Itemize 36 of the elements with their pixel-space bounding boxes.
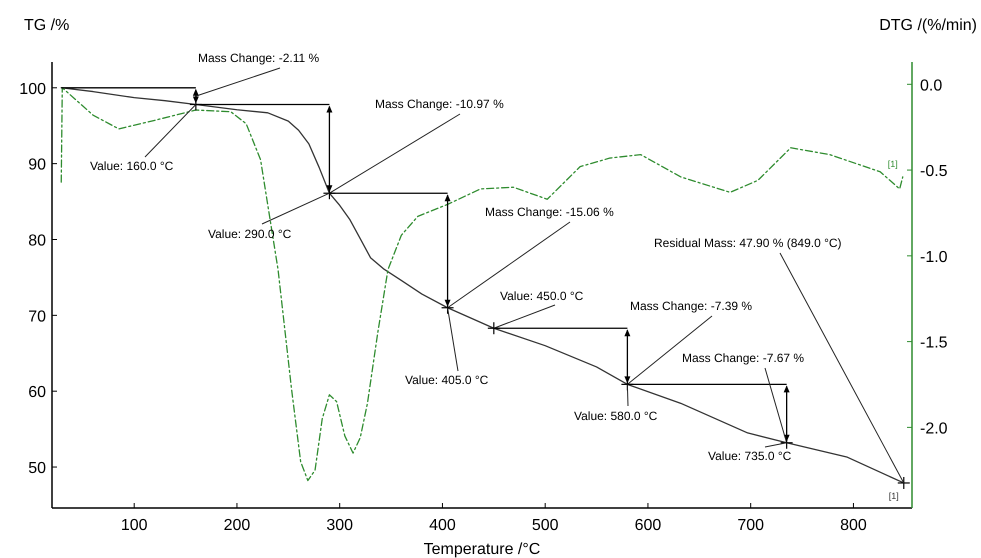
y-tick-label: 50 (28, 460, 46, 478)
x-tick-label: 600 (634, 517, 662, 534)
series-label: [1] (888, 158, 898, 169)
annotation: Value: 290.0 °C (208, 227, 292, 241)
y-tick-label: 60 (28, 384, 46, 402)
annotation: Value: 405.0 °C (405, 373, 489, 387)
y2-tick-label: -2.0 (920, 420, 948, 438)
y-tick-label: 70 (28, 308, 46, 326)
y2-tick-label: -1.0 (920, 248, 948, 266)
y2-axis-title: DTG /(%/min) (879, 17, 977, 34)
y-axis-title: TG /% (24, 17, 70, 34)
annotation: Mass Change: -2.11 % (198, 51, 320, 65)
annotation: Residual Mass: 47.90 % (849.0 °C) (654, 236, 842, 250)
annotation: Value: 160.0 °C (90, 159, 174, 173)
x-tick-label: 300 (326, 517, 354, 534)
annotation: Mass Change: -15.06 % (485, 205, 614, 219)
series-label: [1] (888, 490, 899, 501)
x-tick-label: 400 (429, 517, 456, 534)
y-tick-label: 80 (28, 232, 46, 250)
x-axis-title: Temperature /°C (424, 541, 540, 558)
y2-tick-label: -1.5 (920, 334, 948, 352)
annotation: Mass Change: -7.39 % (630, 299, 752, 313)
annotation: Value: 735.0 °C (708, 449, 792, 463)
y2-tick-label: 0.0 (920, 77, 942, 94)
x-tick-label: 500 (532, 517, 559, 534)
x-tick-label: 800 (840, 517, 867, 534)
annotation: Value: 580.0 °C (574, 409, 658, 423)
x-tick-label: 700 (737, 517, 764, 534)
annotation: Mass Change: -10.97 % (375, 97, 504, 111)
y2-tick-label: -0.5 (920, 163, 948, 180)
y-tick-label: 90 (28, 156, 46, 174)
annotation: Value: 450.0 °C (500, 289, 584, 303)
x-tick-label: 200 (224, 517, 250, 534)
x-tick-label: 100 (120, 517, 148, 534)
annotation: Mass Change: -7.67 % (682, 351, 804, 365)
y-tick-label: 100 (19, 80, 46, 98)
